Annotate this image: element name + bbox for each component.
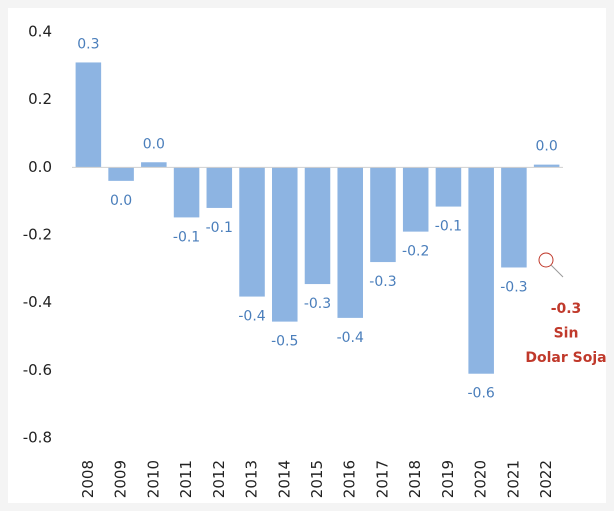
y-tick-label: 0.4 (28, 23, 52, 41)
value-label: -0.5 (271, 334, 298, 350)
value-label: 0.3 (77, 36, 99, 52)
value-label: -0.4 (337, 330, 364, 346)
x-tick-label: 2009 (112, 460, 130, 498)
bar (533, 164, 560, 168)
bar (141, 162, 167, 168)
bar (173, 167, 200, 218)
annotation-text: Dolar Soja (525, 350, 606, 366)
x-tick-label: 2013 (243, 460, 261, 498)
value-label: -0.3 (500, 279, 527, 295)
bar (468, 167, 494, 374)
bar (239, 167, 265, 297)
x-tick-label: 2011 (177, 460, 195, 498)
x-tick-label: 2010 (144, 460, 162, 498)
value-label: -0.1 (435, 219, 462, 235)
bar (272, 167, 298, 322)
y-tick-label: -0.8 (23, 429, 52, 447)
y-tick-label: -0.2 (23, 226, 52, 244)
bar (435, 167, 462, 207)
x-tick-label: 2008 (79, 460, 97, 498)
annotation-leader (550, 264, 564, 278)
bar (206, 167, 233, 208)
value-label: -0.4 (238, 309, 265, 325)
y-tick-label: -0.6 (23, 361, 52, 379)
x-tick-label: 2016 (341, 460, 359, 498)
bar (337, 167, 363, 318)
annotation-circle (538, 252, 554, 268)
annotation-text: -0.3 (551, 301, 582, 317)
value-label: -0.1 (173, 229, 200, 245)
x-tick-label: 2014 (275, 460, 293, 498)
value-label: 0.0 (143, 136, 165, 152)
y-tick-label: -0.4 (23, 293, 52, 311)
bar (402, 167, 429, 232)
x-tick-label: 2017 (373, 460, 391, 498)
bar (501, 167, 527, 268)
x-tick-label: 2012 (210, 460, 228, 498)
x-tick-label: 2019 (439, 460, 457, 498)
bar (75, 62, 102, 168)
x-tick-label: 2022 (537, 460, 555, 498)
value-label: -0.3 (369, 274, 396, 290)
value-label: -0.6 (468, 386, 495, 402)
value-label: -0.1 (206, 220, 233, 236)
y-tick-label: 0.2 (28, 90, 52, 108)
x-tick-label: 2021 (504, 460, 522, 498)
bar (108, 167, 134, 181)
y-tick-label: 0.0 (28, 158, 52, 176)
annotation-text: Sin (554, 326, 579, 342)
value-label: -0.2 (402, 244, 429, 260)
x-tick-label: 2020 (472, 460, 490, 498)
bar (304, 167, 331, 285)
x-tick-label: 2015 (308, 460, 326, 498)
value-label: -0.3 (304, 296, 331, 312)
bar (370, 167, 396, 263)
value-label: 0.0 (536, 139, 558, 155)
value-label: 0.0 (110, 193, 132, 209)
x-tick-label: 2018 (406, 460, 424, 498)
